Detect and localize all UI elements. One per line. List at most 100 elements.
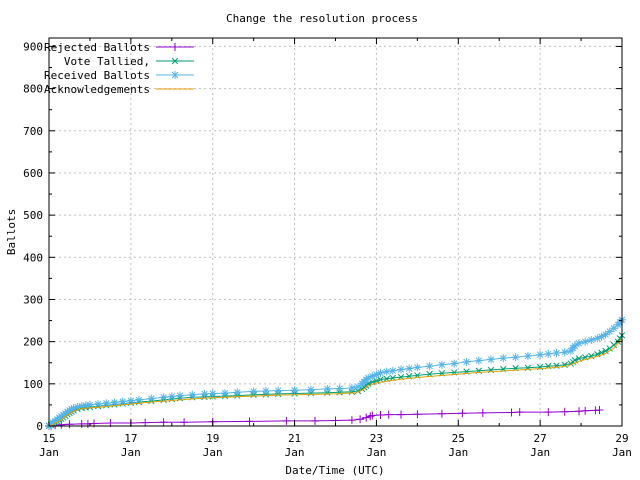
legend-label: Acknowledgements [44, 83, 150, 96]
asterisk-marker [405, 364, 414, 373]
chart-title: Change the resolution process [226, 12, 418, 25]
y-tick-label: 800 [23, 83, 43, 96]
legend-label: Vote Tallied, [64, 55, 150, 68]
series-acknowledgements [48, 337, 623, 427]
asterisk-marker [221, 389, 229, 398]
asterisk-marker [274, 386, 283, 395]
y-tick-label: 200 [23, 336, 43, 349]
asterisk-marker [382, 367, 391, 376]
x-tick-label-day: 17 [124, 432, 137, 445]
asterisk-marker [376, 368, 385, 377]
x-tick-label-month: Jan [285, 446, 305, 459]
plus-marker [560, 407, 569, 416]
asterisk-marker [474, 356, 483, 365]
plus-marker [413, 410, 422, 419]
plus-marker [65, 420, 74, 429]
x-tick-label-month: Jan [448, 446, 468, 459]
asterisk-marker [110, 398, 119, 407]
ticks [48, 38, 623, 427]
x-axis-label: Date/Time (UTC) [285, 464, 384, 477]
asterisk-marker [323, 384, 332, 393]
asterisk-marker [176, 391, 184, 400]
plus-marker [544, 408, 553, 417]
asterisk-marker [587, 336, 596, 344]
asterisk-marker [593, 334, 602, 343]
plus-marker [515, 408, 524, 417]
asterisk-marker [159, 393, 168, 402]
plus-marker [311, 416, 319, 425]
x-tick-label-month: Jan [612, 446, 632, 459]
asterisk-marker [126, 396, 135, 405]
asterisk-marker [523, 352, 532, 360]
asterisk-marker [536, 350, 545, 359]
asterisk-marker [450, 359, 459, 368]
asterisk-marker [200, 389, 209, 398]
series-line-acknowledgements [48, 337, 623, 427]
x-tick-label-month: Jan [530, 446, 550, 459]
asterisk-marker [487, 355, 495, 364]
asterisk-marker [575, 339, 583, 348]
asterisk-marker [368, 372, 377, 381]
asterisk-marker [147, 394, 156, 403]
asterisk-marker [77, 402, 86, 411]
plus-marker [595, 406, 604, 414]
asterisk-marker [499, 354, 508, 363]
asterisk-marker [601, 330, 610, 339]
x-tick-label-day: 25 [452, 432, 465, 445]
asterisk-marker [552, 349, 561, 357]
asterisk-marker [261, 387, 270, 395]
y-tick-label: 600 [23, 167, 43, 180]
x-tick-label-month: Jan [366, 446, 386, 459]
asterisk-marker [81, 401, 90, 410]
asterisk-marker [354, 382, 362, 391]
cross-marker [610, 341, 617, 349]
asterisk-marker [566, 346, 575, 355]
asterisk-marker [233, 388, 242, 397]
legend-label: Rejected Ballots [44, 41, 150, 54]
legend-sample [156, 71, 194, 79]
series-vote-tallied [45, 332, 626, 430]
plot-frame [48, 37, 623, 427]
plus-marker [171, 43, 179, 51]
y-tick-label: 100 [23, 378, 43, 391]
asterisk-marker [290, 386, 299, 395]
asterisk-marker [335, 384, 344, 393]
asterisk-marker [397, 365, 405, 374]
series-line-received-ballots [48, 319, 623, 427]
cross-marker [171, 57, 179, 65]
gridlines [49, 38, 622, 426]
plus-marker [282, 416, 291, 425]
asterisk-marker [73, 403, 82, 411]
plus-marker [180, 418, 189, 427]
x-tick-label-month: Jan [203, 446, 223, 459]
asterisk-marker [413, 363, 422, 372]
plus-marker [397, 410, 405, 419]
plus-marker [356, 415, 365, 424]
plus-marker [384, 410, 393, 419]
asterisk-marker [249, 387, 258, 396]
asterisk-marker [167, 392, 176, 401]
asterisk-marker [306, 385, 315, 394]
y-tick-label: 700 [23, 125, 43, 138]
plus-marker [458, 409, 467, 418]
plus-marker [581, 406, 590, 415]
x-tick-label-month: Jan [121, 446, 141, 459]
x-tick-label-day: 29 [615, 432, 628, 445]
y-tick-label: 400 [23, 251, 43, 264]
asterisk-marker [347, 384, 356, 392]
plus-marker [366, 412, 375, 421]
plus-marker [368, 411, 377, 420]
x-tick-label-month: Jan [39, 446, 59, 459]
y-tick-label: 500 [23, 209, 43, 222]
asterisk-marker [364, 373, 373, 382]
x-tick-label-day: 27 [534, 432, 547, 445]
legend-sample [156, 57, 194, 65]
asterisk-marker [55, 413, 64, 422]
asterisk-marker [511, 353, 520, 362]
plus-marker [478, 408, 487, 417]
asterisk-marker [102, 399, 111, 408]
asterisk-marker [462, 357, 471, 366]
